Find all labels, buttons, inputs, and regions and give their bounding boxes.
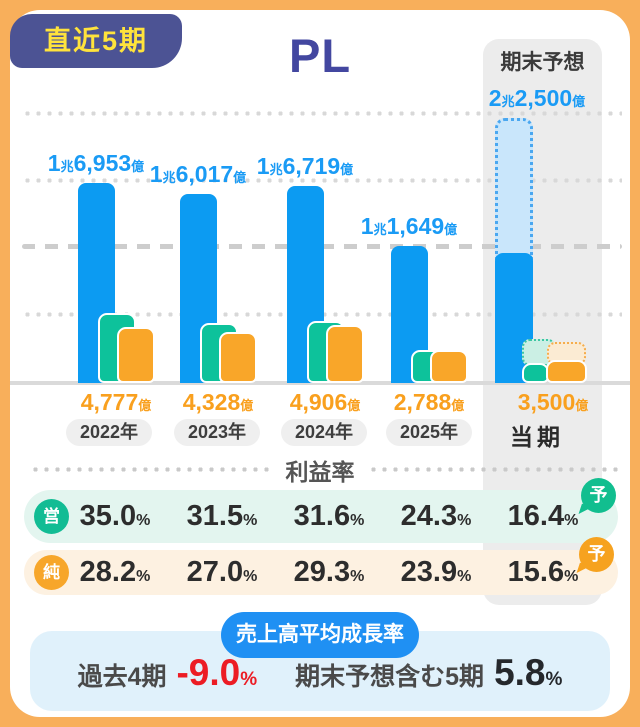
operating-margin-row: 営 35.0% 31.5% 31.6% 24.3% 16.4%	[24, 490, 618, 543]
net-margin-row: 純 28.2% 27.0% 29.3% 23.9% 15.6%	[24, 550, 618, 595]
net-forecast-value-label: 3,500億	[517, 389, 589, 415]
revenue-value-label: 1兆6,953億	[47, 150, 145, 176]
growth-section-title: 売上高平均成長率	[221, 612, 419, 658]
net-profit-bar-2025年	[430, 350, 468, 383]
margin-value: 31.5%	[186, 500, 258, 532]
revenue-forecast-label: 2兆2,500億	[488, 85, 586, 111]
forecast-column-header: 期末予想	[500, 51, 585, 74]
header-leader-right	[368, 467, 622, 472]
growth-incl-unit: %	[545, 669, 563, 690]
margin-value: 29.3%	[293, 556, 365, 588]
margin-value: 31.6%	[293, 500, 365, 532]
growth-incl-label: 期末予想含む5期	[295, 663, 485, 691]
net-profit-value-label: 2,788億	[393, 389, 465, 415]
year-label-2023年: 2023年	[174, 419, 260, 446]
net-row-icon: 純	[34, 555, 69, 590]
net-profit-bar-2023年	[219, 332, 257, 383]
gridline-dotted-1	[22, 111, 622, 116]
revenue-value-label: 1兆6,719億	[256, 153, 354, 179]
net-current-bar	[546, 360, 587, 383]
net-profit-value-label: 4,777億	[80, 389, 152, 415]
margin-value: 35.0%	[79, 500, 151, 532]
revenue-value-label: 1兆1,649億	[360, 213, 458, 239]
header-leader-left	[30, 467, 272, 472]
revenue-forecast-bar	[495, 118, 533, 260]
net-profit-bar-2024年	[326, 325, 364, 383]
page-title: PL	[288, 29, 352, 82]
margin-value: 24.3%	[400, 500, 472, 532]
margin-value: 16.4%	[507, 500, 579, 532]
margin-value: 15.6%	[507, 556, 579, 588]
margin-value: 27.0%	[186, 556, 258, 588]
revenue-value-label: 1兆6,017億	[149, 161, 247, 187]
growth-incl-value: 5.8	[494, 652, 546, 693]
net-margin-values: 28.2% 27.0% 29.3% 23.9% 15.6%	[24, 550, 618, 595]
margin-value: 23.9%	[400, 556, 472, 588]
year-label-2022年: 2022年	[66, 419, 152, 446]
gridline-dotted-2	[22, 178, 622, 183]
growth-past-unit: %	[240, 669, 258, 690]
growth-values-line: 過去4期 -9.0 % 期末予想含む5期 5.8 %	[30, 652, 610, 708]
forecast-bubble-operating: 予	[581, 478, 616, 513]
net-profit-value-label: 4,906億	[289, 389, 361, 415]
net-profit-value-label: 4,328億	[182, 389, 254, 415]
operating-current-bar	[522, 363, 549, 383]
growth-past-label: 過去4期	[77, 663, 167, 691]
margin-value: 28.2%	[79, 556, 151, 588]
operating-row-icon: 営	[34, 499, 69, 534]
operating-margin-values: 35.0% 31.5% 31.6% 24.3% 16.4%	[24, 490, 618, 543]
x-axis-baseline	[10, 381, 630, 385]
current-period-label: 当期	[510, 424, 564, 450]
forecast-bubble-net: 予	[579, 537, 614, 572]
year-label-2024年: 2024年	[281, 419, 367, 446]
growth-past-value: -9.0	[176, 652, 241, 693]
period-badge: 直近5期	[10, 14, 182, 68]
margin-table-header: 利益率	[285, 459, 355, 485]
net-profit-bar-2022年	[117, 327, 155, 383]
year-label-2025年: 2025年	[386, 419, 472, 446]
